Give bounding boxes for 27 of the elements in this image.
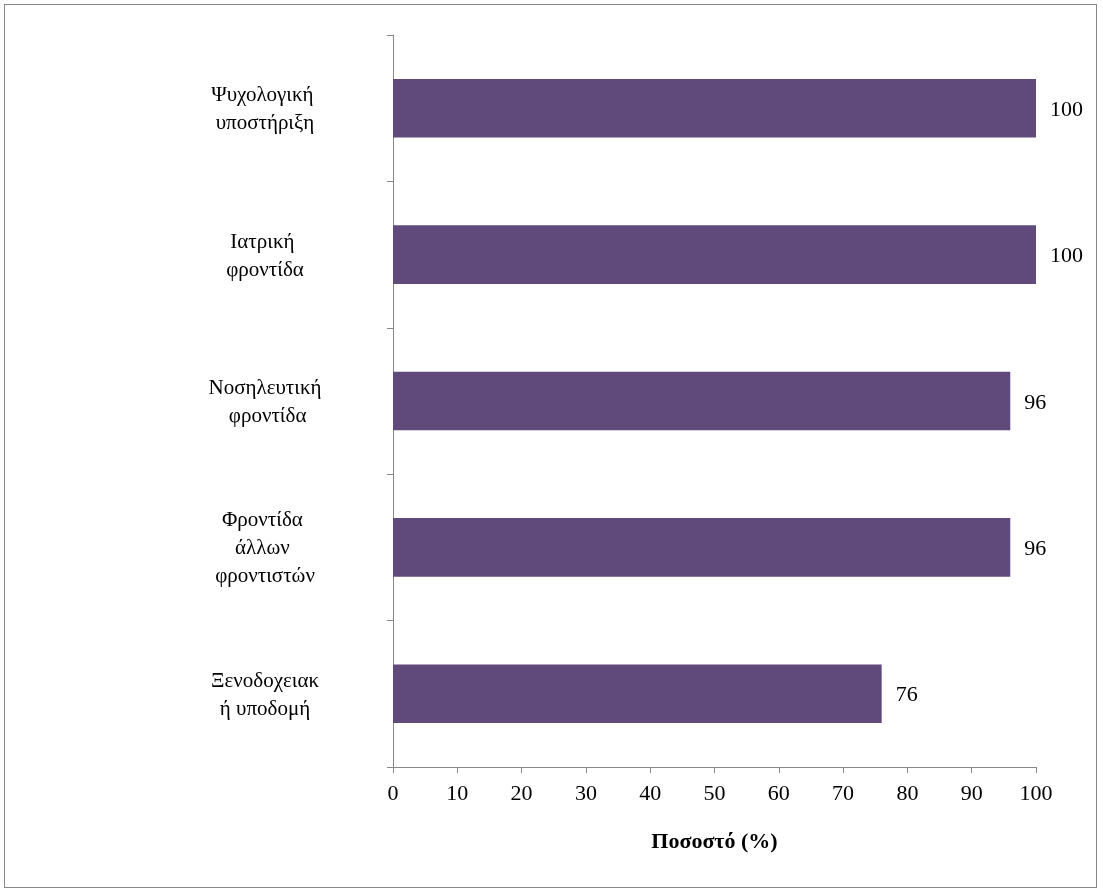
bar	[393, 78, 1036, 138]
y-tick-label: Ψυχολογική υποστήριξη	[211, 82, 319, 135]
x-tick-label: 60	[767, 779, 790, 805]
x-tick-label: 30	[574, 779, 597, 805]
y-tick-label: Φροντίδα άλλων φροντιστών	[215, 507, 315, 588]
x-tick-label: 0	[387, 779, 399, 805]
x-axis-title: Ποσοστό (%)	[651, 827, 778, 853]
y-tick-label: Νοσηλευτική φροντίδα	[208, 375, 322, 427]
y-tick-label: Ιατρική φροντίδα	[226, 228, 304, 281]
bar	[393, 664, 882, 724]
data-label: 100	[1050, 242, 1083, 268]
bar	[393, 225, 1036, 284]
bar	[393, 371, 1011, 431]
data-label: 76	[895, 681, 918, 707]
x-tick-label: 80	[896, 779, 919, 805]
x-tick-label: 40	[639, 779, 662, 805]
x-tick-label: 20	[510, 779, 533, 805]
x-tick-label: 50	[703, 779, 726, 805]
x-tick-label: 90	[960, 779, 983, 805]
x-tick-label: 70	[832, 779, 855, 805]
y-tick-label: Ξενοδοχειακή υποδομή	[210, 667, 320, 720]
data-label: 96	[1024, 534, 1047, 560]
data-label: 96	[1024, 388, 1047, 414]
bar	[393, 518, 1011, 577]
x-tick-label: 100	[1019, 779, 1053, 805]
x-tick-label: 10	[446, 779, 469, 805]
data-label: 100	[1050, 95, 1083, 121]
